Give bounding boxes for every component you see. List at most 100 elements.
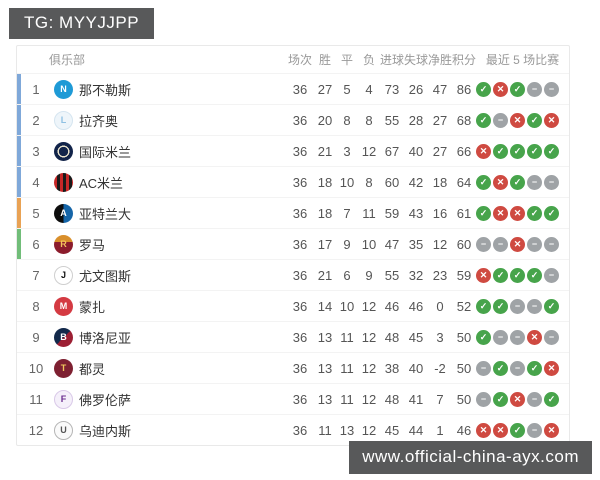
table-row[interactable]: 5 A 亚特兰大 36 18 7 11 59 43 16 61 ✓ ✕ ✕ ✓ ✓ <box>17 197 569 229</box>
stat-wins: 21 <box>317 143 333 159</box>
result-loss-icon: ✕ <box>493 174 508 190</box>
rank-number: 3 <box>32 143 40 159</box>
table-row[interactable]: 12 U 乌迪内斯 36 11 13 12 45 44 1 46 ✕ ✕ ✓ − ✕ <box>17 414 569 445</box>
stat-played: 36 <box>292 205 308 221</box>
club-logo-icon: R <box>54 234 73 254</box>
stat-wins: 18 <box>317 205 333 221</box>
result-win-icon: ✓ <box>544 391 559 407</box>
stat-goal-diff: 16 <box>432 205 448 221</box>
recent-results: ✓ ✕ ✕ ✓ ✓ <box>476 205 561 221</box>
club-logo-icon <box>54 172 73 192</box>
stat-points: 86 <box>456 81 472 97</box>
result-draw-icon: − <box>476 391 491 407</box>
table-row[interactable]: 2 L 拉齐奥 36 20 8 8 55 28 27 68 ✓ − ✕ ✓ ✕ <box>17 104 569 136</box>
club-logo-icon: L <box>54 110 73 130</box>
club-logo-icon: N <box>54 79 73 99</box>
result-win-icon: ✓ <box>544 143 559 159</box>
result-loss-icon: ✕ <box>493 81 508 97</box>
stat-losses: 8 <box>365 112 373 128</box>
result-draw-icon: − <box>527 174 542 190</box>
recent-results: − − ✕ − − <box>476 236 561 252</box>
stat-wins: 18 <box>317 174 333 190</box>
result-win-icon: ✓ <box>476 81 491 97</box>
stat-goals-against: 32 <box>408 267 424 283</box>
stat-points: 64 <box>456 174 472 190</box>
table-row[interactable]: 1 N 那不勒斯 36 27 5 4 73 26 47 86 ✓ ✕ ✓ − − <box>17 73 569 105</box>
table-body: 1 N 那不勒斯 36 27 5 4 73 26 47 86 ✓ ✕ ✓ − − 2 L 拉齐奥 36 2… <box>17 73 569 445</box>
stat-points: 66 <box>456 143 472 159</box>
stat-goals-for: 48 <box>384 329 400 345</box>
result-win-icon: ✓ <box>476 205 491 221</box>
stat-goal-diff: 1 <box>436 422 444 438</box>
club-name: 都灵 <box>79 361 106 377</box>
result-loss-icon: ✕ <box>527 329 542 345</box>
result-draw-icon: − <box>527 422 542 438</box>
header-losses: 负 <box>362 53 375 67</box>
recent-results: ✓ − − ✕ − <box>476 329 561 345</box>
club-logo-icon: B <box>54 327 73 347</box>
table-row[interactable]: 7 J 尤文图斯 36 21 6 9 55 32 23 59 ✕ ✓ ✓ ✓ − <box>17 259 569 290</box>
rank-number: 7 <box>32 267 40 283</box>
club-name: 尤文图斯 <box>79 268 132 284</box>
club-name: 博洛尼亚 <box>79 330 132 346</box>
table-row[interactable]: 6 R 罗马 36 17 9 10 47 35 12 60− − ✕ − − <box>17 228 569 260</box>
qualification-accent-bar <box>17 384 21 415</box>
rank-number: 6 <box>32 236 40 252</box>
stat-losses: 12 <box>361 391 377 407</box>
stat-points: 60 <box>456 236 472 252</box>
qualification-accent-bar <box>17 167 21 198</box>
stat-goals-against: 28 <box>408 112 424 128</box>
stat-goals-against: 45 <box>408 329 424 345</box>
qualification-accent-bar <box>17 105 21 136</box>
recent-results: ✓ ✓ − − ✓ <box>476 298 561 314</box>
table-header-row: 俱乐部 场次胜平负进球 失球 净胜 积分 最近 5 场比赛 <box>17 46 569 73</box>
club-name: 那不勒斯 <box>79 82 132 98</box>
stat-losses: 11 <box>362 205 376 221</box>
stat-goals-for: 46 <box>384 298 400 314</box>
stat-wins: 27 <box>317 81 333 97</box>
table-row[interactable]: 3 国际米兰 36 21 3 12 67 40 27 66 ✕ ✓ ✓ ✓ ✓ <box>17 135 569 167</box>
recent-results: ✓ − ✕ ✓ ✕ <box>476 112 561 128</box>
stat-draws: 8 <box>343 112 351 128</box>
stat-played: 36 <box>292 112 308 128</box>
stat-losses: 10 <box>361 236 377 252</box>
stat-goals-for: 73 <box>384 81 400 97</box>
stat-points: 61 <box>456 205 472 221</box>
table-row[interactable]: 11 F 佛罗伦萨 36 13 11 12 48 41 7 50− ✓ ✕ − ✓ <box>17 383 569 414</box>
result-loss-icon: ✕ <box>476 267 491 283</box>
rank-number: 10 <box>28 360 44 376</box>
stat-draws: 11 <box>340 391 354 407</box>
header-wins: 胜 <box>318 53 331 67</box>
stat-goal-diff: -2 <box>434 360 446 376</box>
qualification-accent-bar <box>17 260 21 291</box>
stat-wins: 17 <box>317 236 333 252</box>
club-name: 蒙扎 <box>79 299 106 315</box>
qualification-accent-bar <box>17 74 21 105</box>
stat-goals-for: 47 <box>384 236 400 252</box>
result-loss-icon: ✕ <box>544 112 559 128</box>
club-logo-icon: T <box>54 358 73 378</box>
result-win-icon: ✓ <box>527 360 542 376</box>
result-loss-icon: ✕ <box>476 143 491 159</box>
result-loss-icon: ✕ <box>510 112 525 128</box>
table-row[interactable]: 4 AC米兰 36 18 10 8 60 42 18 64 ✓ ✕ ✓ − − <box>17 166 569 198</box>
result-draw-icon: − <box>493 112 508 128</box>
stat-goals-against: 41 <box>408 391 424 407</box>
rank-number: 9 <box>32 329 40 345</box>
stat-wins: 13 <box>317 360 333 376</box>
club-name: AC米兰 <box>79 175 124 191</box>
watermark-website-badge: www.official-china-ayx.com <box>349 441 592 474</box>
result-draw-icon: − <box>527 298 542 314</box>
table-row[interactable]: 8 M 蒙扎 36 14 10 12 46 46 0 52 ✓ ✓ − − ✓ <box>17 290 569 321</box>
club-logo-icon: U <box>54 420 73 440</box>
stat-wins: 13 <box>317 391 333 407</box>
stat-losses: 12 <box>361 143 377 159</box>
recent-results: ✓ ✕ ✓ − − <box>476 174 561 190</box>
stat-played: 36 <box>292 81 308 97</box>
table-row[interactable]: 10 T 都灵 36 13 11 12 38 40 -2 50− ✓ − ✓ ✕ <box>17 352 569 383</box>
table-row[interactable]: 9 B 博洛尼亚 36 13 11 12 48 45 3 50 ✓ − − ✕ − <box>17 321 569 352</box>
result-draw-icon: − <box>544 236 559 252</box>
stat-losses: 4 <box>365 81 373 97</box>
result-draw-icon: − <box>493 236 508 252</box>
stat-goals-for: 45 <box>384 422 400 438</box>
